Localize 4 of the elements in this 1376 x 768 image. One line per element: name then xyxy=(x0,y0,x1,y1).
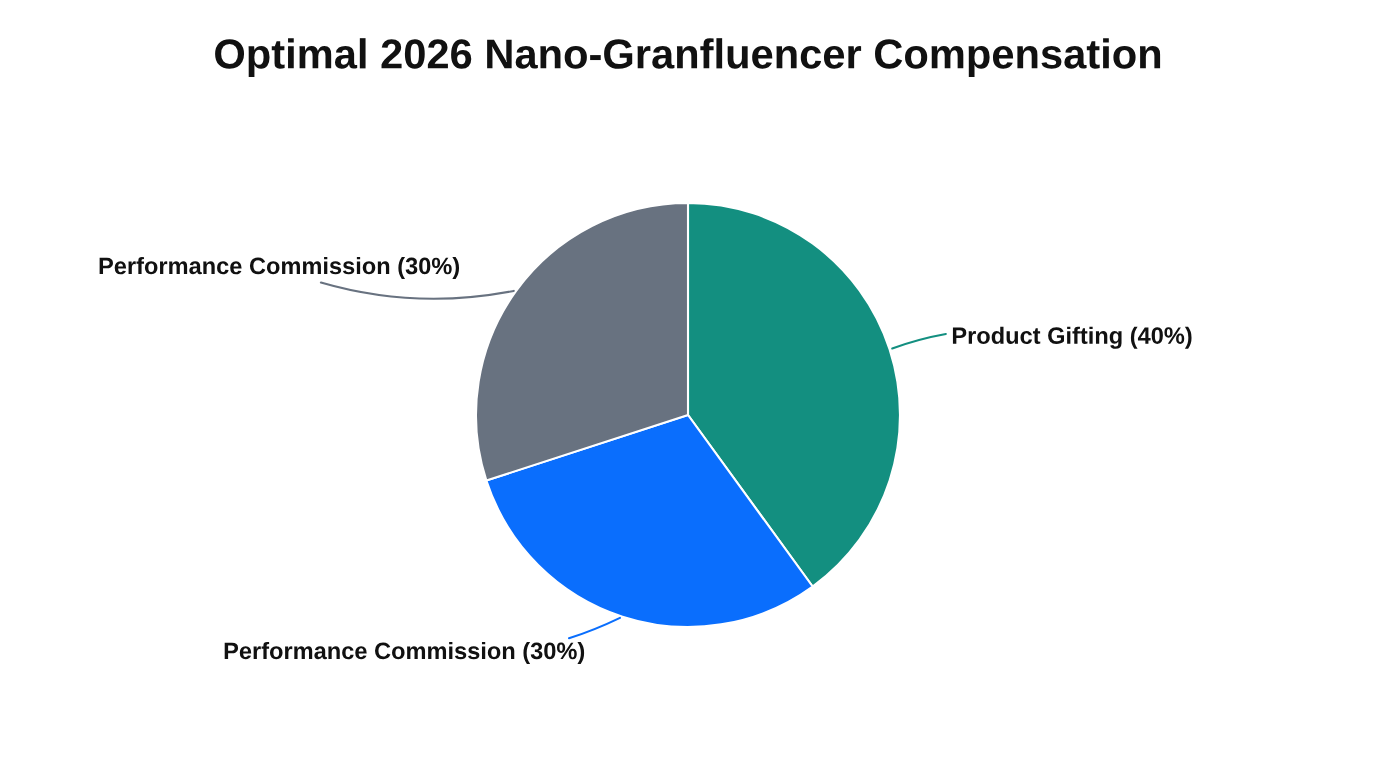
slice-label: Product Gifting (40%) xyxy=(952,326,1192,349)
chart-title: Optimal 2026 Nano-Granfluencer Compensation xyxy=(215,38,1161,78)
slice-label: Performance Commission (30%) xyxy=(224,641,585,664)
slice-label: Performance Commission (30%) xyxy=(99,256,460,279)
